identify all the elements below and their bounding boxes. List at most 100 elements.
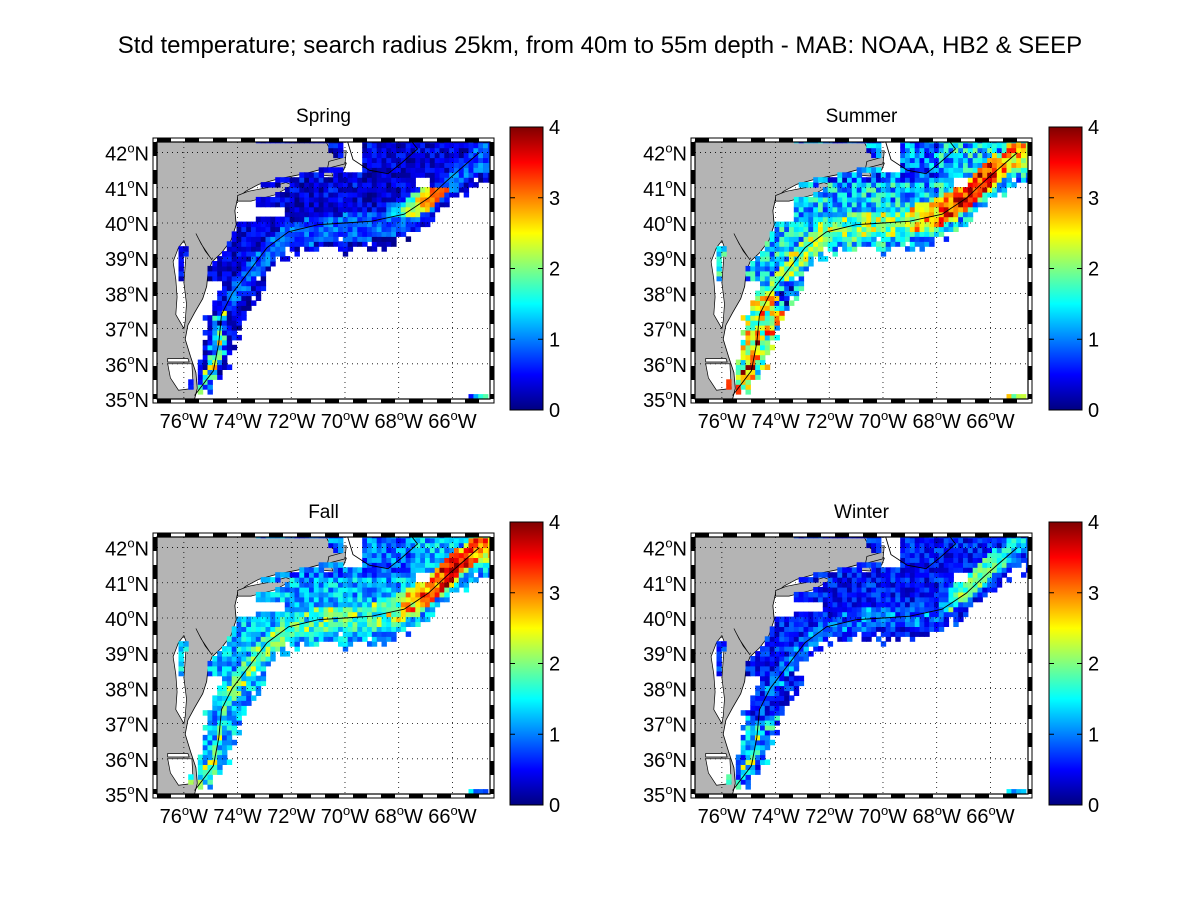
heatmap-cell — [376, 231, 383, 237]
heatmap-cell — [342, 177, 349, 183]
heatmap-cell — [304, 192, 310, 198]
heatmap-cell — [934, 167, 940, 173]
heatmap-cell — [333, 567, 339, 573]
heatmap-cell — [434, 192, 441, 198]
heatmap-cell — [217, 295, 223, 301]
heatmap-cell — [900, 537, 906, 544]
heatmap-cell — [934, 542, 940, 549]
heatmap-cell — [779, 695, 785, 701]
heatmap-cell — [304, 606, 310, 613]
heatmap-cell — [842, 572, 848, 578]
heatmap-cell — [938, 567, 945, 573]
heatmap-cell — [425, 591, 431, 598]
heatmap-cell — [357, 201, 363, 208]
heatmap-cell — [774, 636, 780, 642]
heatmap-cell — [347, 611, 354, 618]
heatmap-cell — [813, 241, 819, 247]
heatmap-cell — [255, 660, 262, 667]
heatmap-cell — [333, 611, 339, 618]
heatmap-cell — [212, 764, 218, 770]
heatmap-cell — [323, 621, 329, 627]
heatmap-cell — [236, 310, 242, 316]
heatmap-cell — [483, 572, 489, 578]
heatmap-cell — [972, 152, 979, 159]
heatmap-cell — [463, 142, 470, 149]
heatmap-cell — [764, 290, 771, 297]
heatmap-cell — [386, 167, 392, 173]
heatmap-cell — [323, 572, 329, 578]
heatmap-cell — [294, 577, 300, 583]
heatmap-cell — [468, 542, 474, 549]
heatmap-cell — [827, 601, 834, 608]
heatmap-cell — [808, 631, 814, 637]
heatmap-cell — [280, 591, 286, 598]
heatmap-cell — [217, 344, 223, 351]
heatmap-cell — [866, 631, 872, 637]
heatmap-cell — [352, 591, 358, 598]
heatmap-cell — [769, 290, 776, 297]
heatmap-cell — [851, 142, 858, 144]
heatmap-cell — [779, 300, 785, 306]
heatmap-cell — [977, 172, 983, 178]
heatmap-cell — [793, 265, 800, 272]
heatmap-cell — [415, 162, 421, 168]
heatmap-cell — [338, 606, 344, 613]
heatmap-cell — [487, 142, 490, 149]
heatmap-cell — [260, 270, 267, 277]
heatmap-cell — [338, 241, 344, 247]
heatmap-cell — [880, 641, 887, 647]
heatmap-cell — [769, 641, 776, 647]
heatmap-cell — [367, 601, 373, 608]
heatmap-cell — [963, 142, 969, 144]
colorbar-tick-label: 1 — [549, 329, 560, 351]
heatmap-cell — [919, 226, 925, 232]
heatmap-cell — [246, 221, 252, 228]
heatmap-cell — [207, 715, 213, 721]
heatmap-cell — [284, 626, 291, 632]
heatmap-cell — [313, 221, 320, 228]
heatmap-cell — [856, 201, 863, 208]
heatmap-cell — [289, 577, 296, 583]
heatmap-cell — [856, 582, 863, 588]
heatmap-cell — [1021, 537, 1027, 544]
heatmap-cell — [478, 572, 484, 578]
heatmap-cell — [260, 142, 267, 144]
heatmap-cell — [924, 167, 930, 173]
heatmap-cell — [866, 626, 872, 632]
heatmap-cell — [246, 660, 252, 667]
heatmap-cell — [260, 611, 267, 618]
heatmap-cell — [371, 192, 378, 198]
heatmap-cell — [270, 621, 276, 627]
heatmap-cell — [958, 157, 964, 163]
heatmap-cell — [822, 537, 829, 539]
heatmap-cell — [255, 596, 262, 603]
heatmap-cell — [837, 626, 843, 632]
heatmap-cell — [338, 182, 344, 188]
heatmap-cell — [323, 582, 329, 588]
heatmap-cell — [793, 537, 800, 539]
heatmap-cell — [487, 567, 490, 573]
heatmap-cell — [454, 567, 460, 573]
heatmap-cell — [798, 216, 805, 223]
heatmap-cell — [294, 601, 300, 608]
heatmap-cell — [934, 537, 940, 544]
lat-tick-label: 38oN — [643, 676, 687, 701]
heatmap-cell — [323, 606, 329, 613]
heatmap-cell — [260, 631, 267, 637]
heatmap-cell — [774, 280, 780, 287]
heatmap-cell — [376, 601, 383, 608]
heatmap-cell — [207, 759, 213, 765]
heatmap-cell — [774, 270, 780, 277]
heatmap-cell — [487, 142, 490, 144]
heatmap-cell — [992, 557, 998, 563]
heatmap-cell — [202, 759, 209, 765]
heatmap-cell — [444, 572, 450, 578]
heatmap-cell — [439, 587, 445, 593]
heatmap-cell — [415, 157, 421, 163]
heatmap-cell — [415, 192, 421, 198]
heatmap-cell — [885, 616, 892, 623]
heatmap-cell — [1001, 157, 1008, 163]
heatmap-cell — [808, 537, 814, 539]
heatmap-cell — [760, 685, 766, 692]
heatmap-cell — [420, 216, 426, 223]
